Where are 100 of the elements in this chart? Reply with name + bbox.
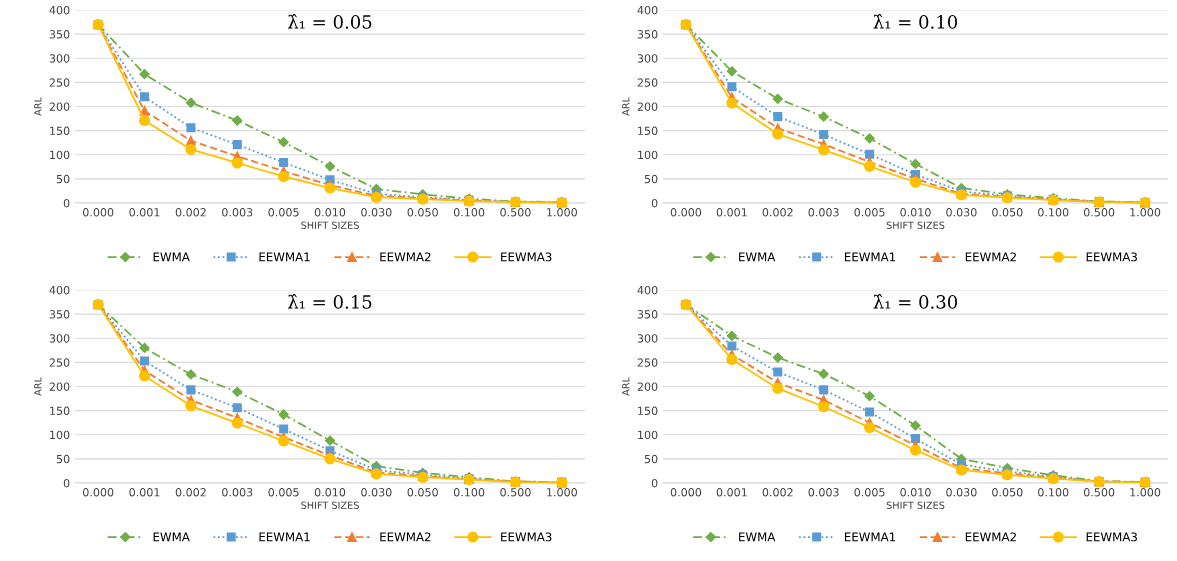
x-tick-label: 0.001 (129, 208, 160, 217)
x-axis-title: SHIFT SIZES (886, 221, 945, 229)
x-tick-label: 0.500 (500, 208, 531, 217)
y-axis-title: ARL (34, 377, 42, 396)
x-tick-label: 0.050 (407, 208, 438, 217)
y-tick-label: 250 (49, 78, 70, 87)
x-tick-label: 0.003 (222, 488, 253, 497)
x-tick-label: 0.001 (716, 208, 747, 217)
x-tick-label: 0.500 (500, 488, 531, 497)
x-tick-label: 0.001 (129, 488, 160, 497)
legend-label: EEWMA2 (965, 532, 1016, 542)
x-tick-label: 0.010 (314, 208, 346, 217)
x-tick-label: 0.500 (1083, 208, 1115, 217)
x-tick-label: 0.001 (716, 488, 747, 497)
x-tick-label: 0.005 (268, 488, 299, 497)
x-tick-label: 0.100 (453, 488, 485, 497)
y-tick-label: 200 (637, 382, 658, 391)
legend-label: EEWMA2 (380, 252, 431, 262)
y-tick-label: 350 (49, 310, 70, 319)
x-tick-label: 0.000 (670, 208, 702, 217)
chart-title: λ̂₁ = 0.30 (873, 294, 958, 309)
x-tick-label: 0.000 (83, 208, 114, 217)
x-tick-label: 0.100 (453, 208, 485, 217)
y-tick-label: 300 (49, 54, 70, 63)
legend-label: EWMA (739, 252, 776, 262)
x-tick-label: 0.002 (175, 208, 206, 217)
x-tick-label: 0.030 (946, 208, 977, 217)
legend-label: EEWMA1 (845, 252, 896, 262)
legend-label: EWMA (153, 532, 190, 542)
legend-label: EEWMA1 (259, 252, 310, 262)
legend-label: EWMA (153, 252, 190, 262)
y-tick-label: 50 (56, 174, 70, 184)
y-tick-label: 150 (638, 126, 658, 135)
x-tick-label: 0.000 (670, 488, 702, 497)
legend-label: EWMA (739, 532, 776, 542)
y-tick-label: 0 (63, 478, 70, 488)
x-tick-label: 1.000 (547, 208, 577, 217)
x-tick-label: 0.100 (1038, 488, 1069, 497)
y-tick-label: 0 (651, 478, 658, 488)
x-tick-label: 0.000 (83, 488, 114, 497)
x-tick-label: 0.050 (407, 488, 438, 497)
x-tick-label: 0.002 (175, 488, 206, 497)
x-tick-label: 0.010 (900, 488, 931, 497)
y-tick-label: 50 (644, 174, 658, 184)
legend-label: EEWMA2 (965, 252, 1016, 262)
x-tick-label: 1.000 (547, 488, 577, 497)
x-tick-label: 0.003 (808, 208, 839, 217)
x-tick-label: 0.030 (361, 208, 392, 217)
y-tick-label: 100 (50, 150, 70, 160)
x-tick-label: 1.000 (1130, 488, 1161, 497)
y-tick-label: 150 (50, 406, 70, 415)
x-tick-label: 0.010 (314, 488, 346, 497)
y-tick-label: 350 (637, 310, 658, 319)
legend-label: EEWMA3 (501, 532, 552, 542)
y-tick-label: 300 (49, 334, 70, 343)
y-tick-label: 100 (638, 150, 658, 160)
y-tick-label: 200 (49, 382, 70, 391)
x-tick-label: 0.500 (1083, 488, 1115, 497)
chart-title: λ̂₁ = 0.10 (873, 14, 958, 29)
y-axis-title: ARL (622, 377, 630, 396)
legend-label: EEWMA2 (380, 532, 431, 542)
chart-title: λ̂₁ = 0.15 (288, 294, 372, 309)
x-tick-label: 0.003 (222, 208, 253, 217)
y-tick-label: 200 (49, 102, 70, 111)
x-axis-title: SHIFT SIZES (886, 501, 945, 509)
x-tick-label: 0.002 (762, 488, 793, 497)
y-tick-label: 250 (49, 358, 70, 367)
x-tick-label: 0.050 (992, 488, 1023, 497)
legend-label: EEWMA1 (259, 532, 310, 542)
y-tick-label: 300 (637, 54, 658, 63)
y-tick-label: 50 (56, 454, 70, 464)
x-tick-label: 0.005 (854, 208, 885, 217)
legend-label: EEWMA3 (1086, 252, 1137, 262)
x-tick-label: 0.030 (361, 488, 392, 497)
y-tick-label: 350 (49, 30, 70, 39)
x-tick-label: 0.005 (854, 488, 885, 497)
y-tick-label: 0 (63, 198, 70, 208)
legend-label: EEWMA3 (1086, 532, 1137, 542)
y-tick-label: 250 (637, 78, 658, 87)
y-tick-label: 350 (637, 30, 658, 39)
x-tick-label: 1.000 (1130, 208, 1161, 217)
y-tick-label: 0 (651, 198, 658, 208)
x-tick-label: 0.050 (992, 208, 1023, 217)
x-axis-title: SHIFT SIZES (301, 221, 359, 229)
legend-label: EEWMA1 (845, 532, 896, 542)
y-tick-label: 400 (637, 5, 658, 15)
chart-title: λ̂₁ = 0.05 (288, 14, 372, 29)
x-tick-label: 0.010 (900, 208, 931, 217)
y-tick-label: 100 (638, 430, 658, 440)
y-tick-label: 150 (638, 406, 658, 415)
y-tick-label: 400 (637, 285, 658, 295)
y-tick-label: 100 (50, 430, 70, 440)
y-tick-label: 150 (50, 126, 70, 135)
x-tick-label: 0.003 (808, 488, 839, 497)
x-tick-label: 0.002 (762, 208, 793, 217)
x-axis-title: SHIFT SIZES (301, 501, 359, 509)
x-tick-label: 0.030 (946, 488, 977, 497)
y-tick-label: 300 (637, 334, 658, 343)
y-tick-label: 250 (637, 358, 658, 367)
legend-label: EEWMA3 (501, 252, 552, 262)
